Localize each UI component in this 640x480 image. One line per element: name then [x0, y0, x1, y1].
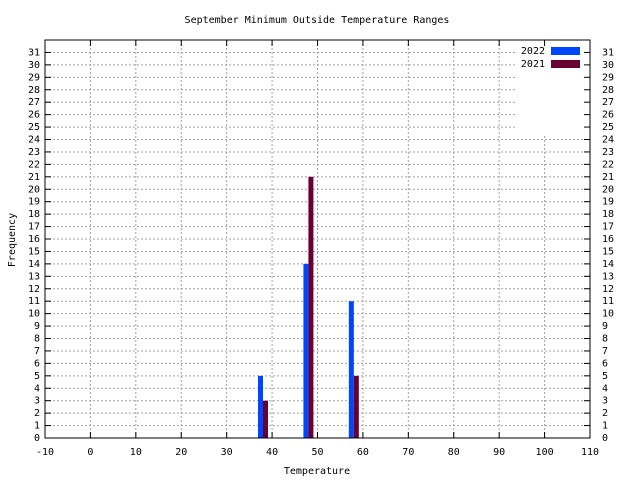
y-tick-label: 22 — [28, 159, 40, 170]
y2-tick-label: 23 — [602, 147, 614, 158]
y2-tick-label: 14 — [602, 259, 614, 270]
y-tick-label: 13 — [28, 271, 40, 282]
x-tick-label: 50 — [311, 447, 323, 458]
y2-tick-label: 10 — [602, 309, 614, 320]
y-tick-label: 5 — [34, 371, 40, 382]
y-tick-label: 20 — [28, 184, 40, 195]
bar — [308, 176, 314, 438]
x-tick-label: 0 — [87, 447, 93, 458]
y2-tick-label: 22 — [602, 159, 614, 170]
y2-tick-label: 4 — [602, 383, 608, 394]
y2-tick-label: 19 — [602, 197, 614, 208]
x-tick-label: 20 — [175, 447, 187, 458]
x-tick-label: 10 — [130, 447, 142, 458]
y-tick-label: 21 — [28, 172, 40, 183]
y-tick-label: 0 — [34, 433, 40, 444]
y-tick-label: 3 — [34, 396, 40, 407]
legend-swatch — [551, 60, 580, 68]
y-tick-label: 12 — [28, 284, 40, 295]
y2-tick-label: 2 — [602, 408, 608, 419]
y2-tick-label: 16 — [602, 234, 614, 245]
x-tick-label: 40 — [266, 447, 278, 458]
legend-swatch — [551, 47, 580, 55]
y-tick-label: 2 — [34, 408, 40, 419]
y-tick-label: 23 — [28, 147, 40, 158]
x-tick-label: 60 — [357, 447, 369, 458]
x-axis-label: Temperature — [284, 466, 350, 477]
y-tick-label: 6 — [34, 358, 40, 369]
y-tick-label: 7 — [34, 346, 40, 357]
y2-tick-label: 12 — [602, 284, 614, 295]
x-tick-label: 90 — [493, 447, 505, 458]
y2-tick-label: 6 — [602, 358, 608, 369]
bar — [348, 301, 354, 438]
y-tick-label: 16 — [28, 234, 40, 245]
legend-label: 2022 — [521, 46, 545, 57]
x-tick-label: 70 — [402, 447, 414, 458]
legend-background — [515, 41, 589, 136]
y-tick-label: 9 — [34, 321, 40, 332]
y2-tick-label: 28 — [602, 85, 614, 96]
y2-tick-label: 1 — [602, 421, 608, 432]
y2-tick-label: 17 — [602, 222, 614, 233]
y-tick-label: 27 — [28, 97, 40, 108]
bar — [353, 375, 359, 438]
y2-tick-label: 8 — [602, 334, 608, 345]
y-tick-label: 28 — [28, 85, 40, 96]
y-tick-label: 25 — [28, 122, 40, 133]
x-tick-label: 100 — [536, 447, 554, 458]
y2-tick-label: 26 — [602, 110, 614, 121]
y-tick-label: 17 — [28, 222, 40, 233]
chart-title: September Minimum Outside Temperature Ra… — [185, 15, 450, 26]
y2-tick-label: 7 — [602, 346, 608, 357]
y-axis-label: Frequency — [7, 213, 18, 267]
y-tick-label: 11 — [28, 296, 40, 307]
y2-tick-label: 15 — [602, 246, 614, 257]
y-tick-label: 4 — [34, 383, 40, 394]
y2-tick-label: 21 — [602, 172, 614, 183]
y2-tick-label: 31 — [602, 47, 614, 58]
y2-tick-label: 11 — [602, 296, 614, 307]
y2-tick-label: 29 — [602, 72, 614, 83]
y2-tick-label: 13 — [602, 271, 614, 282]
y2-tick-label: 24 — [602, 135, 614, 146]
y-tick-label: 19 — [28, 197, 40, 208]
legend-label: 2021 — [521, 59, 545, 70]
bar — [303, 263, 309, 438]
plot-border — [44, 39, 591, 439]
y-tick-label: 30 — [28, 60, 40, 71]
y-tick-label: 18 — [28, 209, 40, 220]
y-tick-label: 14 — [28, 259, 40, 270]
x-tick-label: -10 — [36, 447, 54, 458]
bar — [263, 400, 268, 438]
y2-tick-label: 0 — [602, 433, 608, 444]
y-tick-label: 15 — [28, 246, 40, 257]
y-tick-label: 31 — [28, 47, 40, 58]
y2-tick-label: 25 — [602, 122, 614, 133]
y2-tick-label: 3 — [602, 396, 608, 407]
y-tick-label: 10 — [28, 309, 40, 320]
y2-tick-label: 5 — [602, 371, 608, 382]
y-tick-label: 1 — [34, 421, 40, 432]
x-tick-label: 110 — [581, 447, 599, 458]
y2-tick-label: 9 — [602, 321, 608, 332]
y2-tick-label: 27 — [602, 97, 614, 108]
x-tick-label: 30 — [221, 447, 233, 458]
y2-tick-label: 30 — [602, 60, 614, 71]
y-tick-label: 26 — [28, 110, 40, 121]
y-tick-label: 29 — [28, 72, 40, 83]
y2-tick-label: 20 — [602, 184, 614, 195]
y2-tick-label: 18 — [602, 209, 614, 220]
x-tick-label: 80 — [448, 447, 460, 458]
y-tick-label: 24 — [28, 135, 40, 146]
bar — [258, 375, 263, 438]
y-tick-label: 8 — [34, 334, 40, 345]
